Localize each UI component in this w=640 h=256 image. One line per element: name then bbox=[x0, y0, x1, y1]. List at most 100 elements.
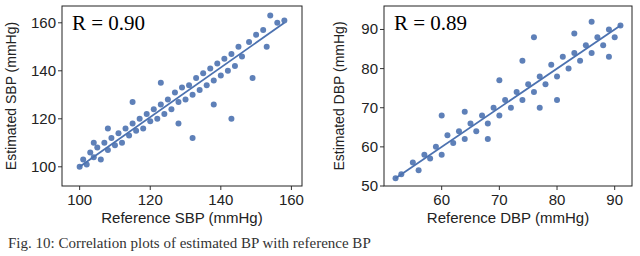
point bbox=[589, 19, 595, 25]
point bbox=[108, 135, 114, 141]
frame bbox=[384, 6, 632, 186]
x-tick-label: 140 bbox=[208, 191, 233, 208]
y-tick-label: 90 bbox=[361, 20, 378, 37]
x-tick bbox=[614, 186, 615, 190]
point bbox=[531, 89, 537, 95]
point bbox=[253, 32, 259, 38]
point bbox=[439, 113, 445, 119]
x-axis-label: Reference DBP (mmHg) bbox=[427, 209, 589, 226]
point bbox=[548, 62, 554, 68]
y-tick bbox=[380, 68, 384, 69]
point bbox=[554, 73, 560, 79]
point bbox=[200, 70, 206, 76]
point bbox=[80, 157, 86, 163]
point bbox=[175, 121, 181, 127]
point bbox=[225, 68, 231, 74]
point bbox=[485, 120, 491, 126]
point bbox=[183, 97, 189, 103]
point bbox=[115, 130, 121, 136]
point bbox=[154, 116, 160, 122]
point bbox=[140, 125, 146, 131]
y-tick bbox=[380, 186, 384, 187]
point bbox=[264, 44, 270, 50]
x-tick bbox=[79, 186, 80, 190]
point bbox=[151, 106, 157, 112]
point bbox=[193, 75, 199, 81]
figure: 100120140160100120140160R = 0.90Referenc… bbox=[0, 0, 640, 256]
fit-line bbox=[80, 23, 285, 167]
y-tick-label: 50 bbox=[361, 177, 378, 194]
point bbox=[600, 42, 606, 48]
y-axis-label: Estimated DBP (mmHg) bbox=[331, 21, 347, 170]
y-tick-label: 80 bbox=[361, 60, 378, 77]
y-tick bbox=[58, 166, 62, 167]
x-tick bbox=[291, 186, 292, 190]
plot-area bbox=[393, 19, 624, 182]
annotation: R = 0.90 bbox=[72, 11, 145, 35]
x-tick bbox=[441, 186, 442, 190]
point bbox=[250, 75, 256, 81]
point bbox=[589, 50, 595, 56]
point bbox=[197, 87, 203, 93]
point bbox=[207, 65, 213, 71]
y-tick-label: 160 bbox=[31, 14, 56, 31]
point bbox=[165, 97, 171, 103]
y-tick-label: 100 bbox=[31, 158, 56, 175]
point bbox=[444, 132, 450, 138]
point bbox=[123, 125, 129, 131]
caption: Fig. 10: Correlation plots of estimated … bbox=[8, 235, 371, 251]
point bbox=[130, 121, 136, 127]
point bbox=[560, 54, 566, 60]
x-tick-label: 160 bbox=[279, 191, 304, 208]
x-tick bbox=[499, 186, 500, 190]
point bbox=[496, 77, 502, 83]
point bbox=[179, 85, 185, 91]
point bbox=[91, 140, 97, 146]
point bbox=[172, 89, 178, 95]
point bbox=[531, 34, 537, 40]
x-axis-label: Reference SBP (mmHg) bbox=[101, 209, 262, 226]
point bbox=[508, 105, 514, 111]
y-tick bbox=[58, 70, 62, 71]
panel: 100120140160100120140160R = 0.90Referenc… bbox=[3, 6, 304, 226]
point bbox=[473, 128, 479, 134]
y-tick bbox=[380, 29, 384, 30]
point bbox=[190, 135, 196, 141]
point bbox=[462, 109, 468, 115]
point bbox=[519, 97, 525, 103]
point bbox=[87, 149, 93, 155]
point bbox=[281, 17, 287, 23]
fit-line bbox=[396, 26, 621, 179]
y-tick bbox=[380, 146, 384, 147]
y-tick-label: 120 bbox=[31, 110, 56, 127]
point bbox=[577, 58, 583, 64]
point bbox=[158, 80, 164, 86]
x-tick-label: 100 bbox=[67, 191, 92, 208]
point bbox=[232, 63, 238, 69]
x-tick bbox=[557, 186, 558, 190]
point bbox=[235, 44, 241, 50]
point bbox=[228, 116, 234, 122]
point bbox=[571, 30, 577, 36]
point bbox=[566, 66, 572, 72]
point bbox=[496, 113, 502, 119]
point bbox=[221, 56, 227, 62]
point bbox=[158, 101, 164, 107]
y-tick bbox=[58, 22, 62, 23]
point bbox=[218, 73, 224, 79]
point bbox=[519, 58, 525, 64]
panel: 607080905060708090R = 0.89Reference DBP … bbox=[331, 6, 632, 226]
y-tick-label: 140 bbox=[31, 62, 56, 79]
point bbox=[211, 77, 217, 83]
point bbox=[214, 61, 220, 67]
point bbox=[462, 136, 468, 142]
point bbox=[485, 136, 491, 142]
point bbox=[267, 13, 273, 19]
point bbox=[439, 152, 445, 158]
x-tick-label: 70 bbox=[491, 191, 508, 208]
point bbox=[137, 116, 143, 122]
y-tick-label: 60 bbox=[361, 138, 378, 155]
annotation: R = 0.89 bbox=[394, 11, 467, 35]
point bbox=[246, 39, 252, 45]
point bbox=[606, 54, 612, 60]
